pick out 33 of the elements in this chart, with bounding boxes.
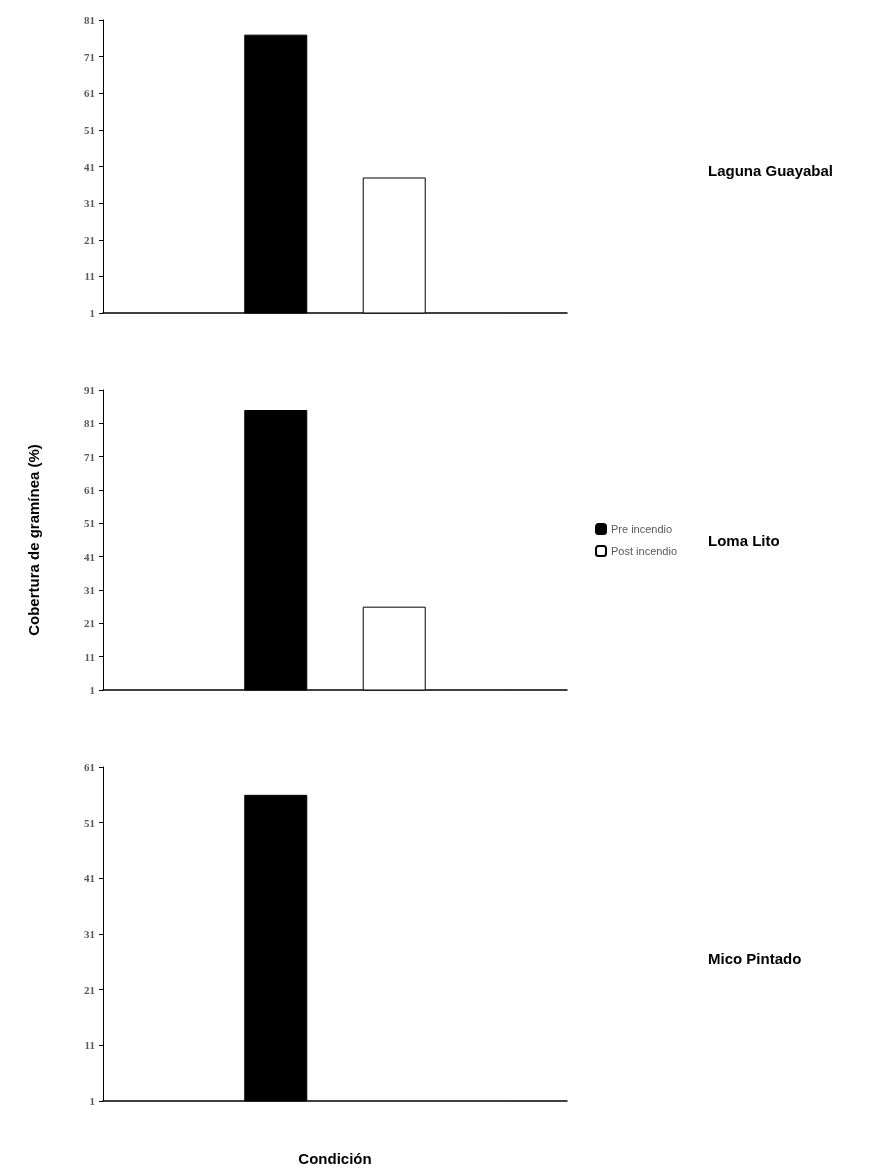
y-tick-label: 81 [84,417,95,430]
y-tick-label: 61 [84,484,95,496]
y-tick-label: 41 [84,550,95,563]
y-tick-label: 41 [84,160,95,173]
y-tick-label: 61 [84,87,95,100]
y-axis-title: Cobertura de gramínea (%) [25,444,42,636]
text: Laguna Guayabal [708,161,834,179]
y-tick-label: 11 [84,650,95,663]
y-tick-label: 21 [84,617,95,630]
y-tick-label: 1 [89,684,95,696]
y-tick-label: 21 [84,233,95,246]
y-tick-label: 71 [84,50,95,63]
x-axis-title: Condición [298,1150,372,1167]
y-tick-label: 81 [84,14,95,26]
y-tick-label: 61 [84,761,95,773]
y-tick-label: 11 [84,270,95,283]
legend-label: Post incendio [611,545,678,557]
text: Mico Pintado [708,949,802,967]
y-tick-label: 31 [84,197,95,210]
y-tick-label: 11 [84,1039,95,1052]
y-tick-label: 21 [84,983,95,996]
y-tick-label: 31 [84,584,95,596]
y-tick-label: 51 [84,816,95,829]
y-tick-label: 1 [89,1095,95,1107]
text: Loma Lito [708,531,780,549]
y-tick-label: 41 [84,872,95,885]
y-tick-label: 31 [84,928,95,940]
y-tick-label: 71 [84,450,95,463]
y-tick-label: 1 [89,307,95,319]
y-tick-label: 51 [84,123,95,136]
y-tick-label: 91 [84,384,95,396]
legend-label: Pre incendio [611,523,673,535]
y-tick-label: 51 [84,517,95,530]
